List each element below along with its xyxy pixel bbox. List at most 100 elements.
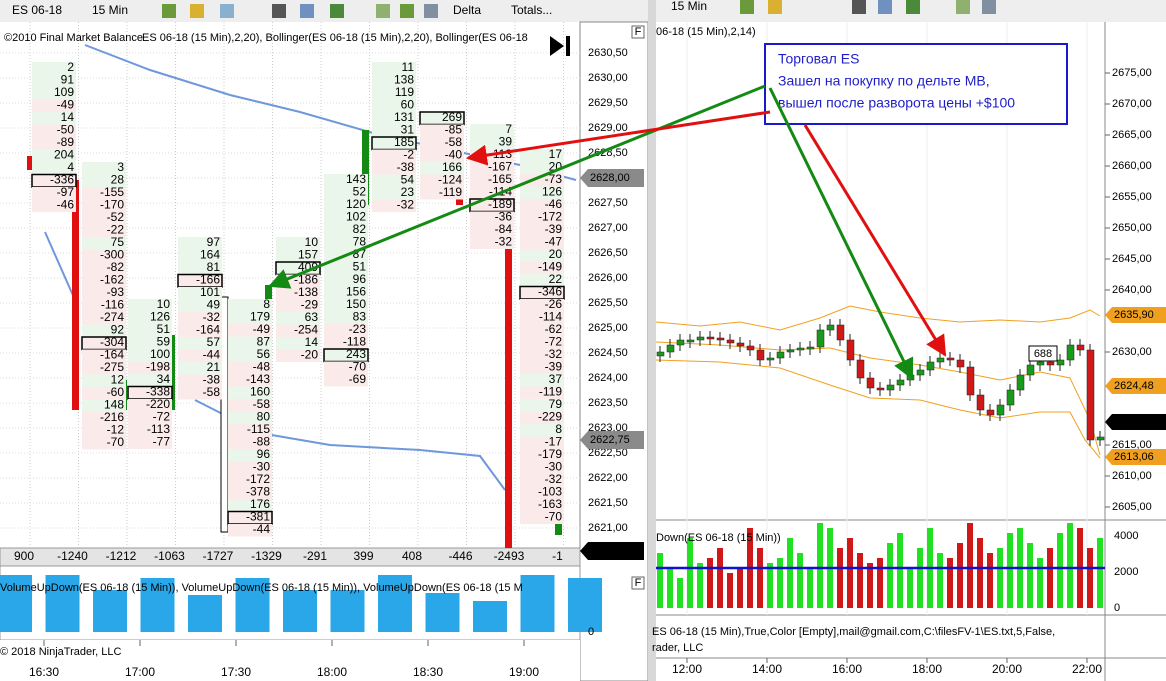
totals-dropdown[interactable]: Totals... xyxy=(511,3,552,17)
footprint-value: -93 xyxy=(107,285,125,299)
footprint-value: -29 xyxy=(301,298,319,312)
footprint-cell xyxy=(470,124,514,137)
price-badge xyxy=(1105,307,1166,323)
zoom-button[interactable] xyxy=(300,4,314,18)
candle-body xyxy=(826,324,835,331)
volume-bar xyxy=(520,575,555,632)
footprint-value: 87 xyxy=(257,335,271,349)
footprint-cell xyxy=(324,324,368,337)
footprint-value: 81 xyxy=(207,260,221,274)
footprint-cell xyxy=(372,187,416,200)
footprint-cell xyxy=(178,262,222,275)
draw-button[interactable] xyxy=(190,4,204,18)
crosshair-button[interactable] xyxy=(852,0,866,14)
volume-bar xyxy=(727,573,733,608)
data-box-button[interactable] xyxy=(424,4,438,18)
price-badge-label: 2628,00 xyxy=(590,172,630,184)
footprint-value: 96 xyxy=(353,272,367,286)
footprint-cell xyxy=(228,311,272,324)
volume-bar xyxy=(857,553,863,608)
strategy-button[interactable] xyxy=(956,0,970,14)
time-label: 14:00 xyxy=(752,662,782,676)
footprint-value: 7 xyxy=(505,122,512,136)
footprint-value: 119 xyxy=(395,85,414,99)
zoom-button[interactable] xyxy=(878,0,892,14)
style-dropdown[interactable]: Delta xyxy=(453,3,481,17)
price-label: 2621,00 xyxy=(588,522,628,534)
left-toolbar: ES 06-18 15 Min Delta Totals... 15 Min xyxy=(12,0,996,18)
price-badge xyxy=(1105,449,1166,465)
time-label: 17:30 xyxy=(221,665,251,679)
footprint-value: -179 xyxy=(538,447,562,461)
candle-body xyxy=(946,357,955,361)
footprint-cell xyxy=(32,74,76,87)
footprint-value: -52 xyxy=(107,210,125,224)
interval-dropdown[interactable]: 15 Min xyxy=(671,0,707,13)
time-label: 20:00 xyxy=(992,662,1022,676)
candle-body xyxy=(956,359,965,368)
play-icon[interactable] xyxy=(550,36,570,56)
footprint-value: -62 xyxy=(545,322,563,336)
indicator-button[interactable] xyxy=(906,0,920,14)
footprint-value: -2 xyxy=(403,148,414,162)
footprint-cell xyxy=(178,349,222,362)
volume-bar xyxy=(93,590,127,632)
interval-dropdown[interactable]: 15 Min xyxy=(92,3,128,17)
footprint-value: 160 xyxy=(250,385,270,399)
volume-bar xyxy=(737,568,743,608)
footprint-cell xyxy=(82,224,126,237)
footprint-value: -124 xyxy=(438,173,462,187)
footprint-value: 131 xyxy=(394,110,414,124)
footprint-cell xyxy=(324,336,368,349)
footprint-value: -143 xyxy=(246,372,270,386)
volume-axis-label: 0 xyxy=(588,626,594,638)
footprint-cell xyxy=(520,374,564,387)
candle-body xyxy=(776,351,785,359)
price-label: 2627,50 xyxy=(588,197,628,209)
footprint-cell xyxy=(128,374,172,387)
footprint-cell xyxy=(420,149,464,162)
footprint-value: -275 xyxy=(100,360,124,374)
footprint-value: 11 xyxy=(402,60,415,74)
footprint-value: -167 xyxy=(488,160,512,174)
volume-bar xyxy=(917,548,923,608)
money-button[interactable] xyxy=(400,4,414,18)
data-box-button[interactable] xyxy=(982,0,996,14)
footprint-value: 22 xyxy=(549,272,563,286)
arrow-exit xyxy=(803,124,947,357)
tool-button[interactable] xyxy=(220,4,234,18)
time-label: 16:00 xyxy=(832,662,862,676)
volume-bar xyxy=(473,601,507,632)
strategy-button[interactable] xyxy=(376,4,390,18)
splitter[interactable] xyxy=(648,0,656,681)
footprint-value: -186 xyxy=(294,273,318,287)
footprint-cell xyxy=(372,199,416,212)
indicator-button[interactable] xyxy=(330,4,344,18)
instrument-dropdown[interactable]: ES 06-18 xyxy=(12,3,62,17)
candle-body xyxy=(676,339,685,346)
volume-bar xyxy=(283,590,317,632)
price-label: 2627,00 xyxy=(588,222,628,234)
footprint-value: 92 xyxy=(111,323,125,337)
footprint-cell xyxy=(372,162,416,175)
panel-button[interactable] xyxy=(631,576,645,590)
price-badge-label: 2622,75 xyxy=(590,434,630,446)
volume-bar xyxy=(837,548,843,608)
chart-style-button[interactable] xyxy=(740,0,754,14)
total-value: -1727 xyxy=(203,549,234,563)
crosshair-button[interactable] xyxy=(272,4,286,18)
price-label: 2626,50 xyxy=(588,247,628,259)
panel-button[interactable] xyxy=(631,25,645,39)
annotation-line: вышел после разворота цены +$100 xyxy=(778,95,1015,111)
footprint-cell xyxy=(276,299,320,312)
candle-body xyxy=(836,324,845,341)
footprint-value: -165 xyxy=(488,172,512,186)
footprint-value: -39 xyxy=(545,222,563,236)
candle-body xyxy=(966,366,975,396)
footprint-value: -170 xyxy=(100,198,124,212)
volume-bar xyxy=(568,578,602,632)
footprint-value: 409 xyxy=(298,260,318,274)
draw-button[interactable] xyxy=(768,0,782,14)
footprint-value: 269 xyxy=(442,110,462,124)
chart-style-button[interactable] xyxy=(162,4,176,18)
